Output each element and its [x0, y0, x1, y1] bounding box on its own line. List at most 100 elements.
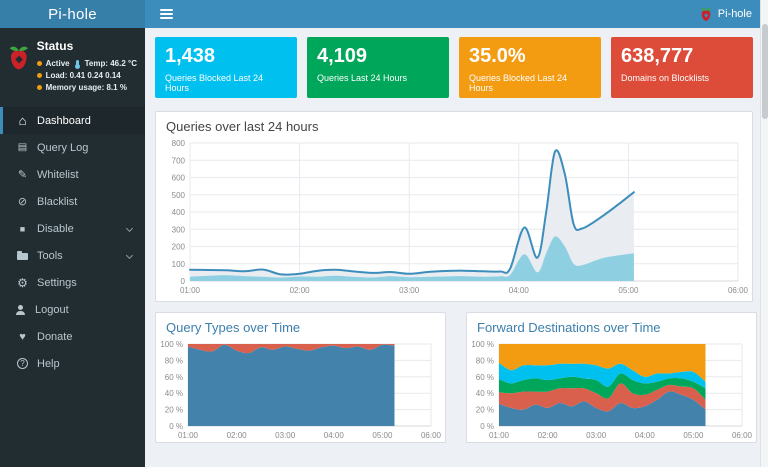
card-queries-blocked: 1,438 Queries Blocked Last 24 Hours [155, 37, 297, 98]
svg-text:03:00: 03:00 [399, 286, 420, 295]
svg-text:600: 600 [172, 174, 186, 183]
svg-text:100 %: 100 % [471, 340, 494, 349]
svg-text:700: 700 [172, 156, 186, 165]
card-label: Domains on Blocklists [621, 73, 710, 83]
card-label: Queries Blocked Last 24 Hours [165, 73, 264, 93]
sidebar-item-label: Disable [37, 222, 74, 235]
status-memory-value: Memory usage: 8.1 % [45, 83, 127, 92]
query-types-chart[interactable]: 01:00 02:00 03:00 04:00 05:00 06:00 0 % 20 % 40 … [156, 338, 445, 442]
svg-text:60 %: 60 % [476, 373, 494, 382]
svg-text:0 %: 0 % [169, 422, 183, 431]
svg-text:400: 400 [172, 208, 186, 217]
sidebar-item-label: Whitelist [37, 168, 79, 181]
svg-text:20 %: 20 % [476, 406, 494, 415]
status-load-line: Load: 0.41 0.24 0.14 [36, 71, 137, 80]
ban-icon [15, 195, 30, 208]
sidebar-menu: Dashboard Query Log Whitelist Blacklist … [0, 107, 145, 377]
svg-text:05:00: 05:00 [372, 431, 393, 440]
status-dot-icon [36, 61, 42, 66]
status-dot-icon [36, 73, 42, 78]
svg-text:04:00: 04:00 [635, 431, 656, 440]
card-label: Queries Blocked Last 24 Hours [469, 73, 568, 93]
chevron-down-icon [125, 224, 134, 233]
navbar: Pi-hole [145, 0, 768, 28]
scrollbar-thumb[interactable] [762, 24, 768, 119]
sidebar-item-tools[interactable]: Tools [0, 242, 145, 269]
sidebar-item-blacklist[interactable]: Blacklist [0, 188, 145, 215]
sidebar-item-disable[interactable]: Disable [0, 215, 145, 242]
query-types-box: Query Types over Time 01:00 02:00 03:00 04:… [155, 312, 446, 443]
svg-text:03:00: 03:00 [586, 431, 607, 440]
svg-text:500: 500 [172, 191, 186, 200]
scrollbar-track[interactable] [760, 0, 768, 467]
svg-text:06:00: 06:00 [728, 286, 749, 295]
svg-text:200: 200 [172, 243, 186, 252]
svg-text:03:00: 03:00 [275, 431, 296, 440]
svg-text:80 %: 80 % [476, 356, 494, 365]
file-icon [15, 142, 30, 153]
svg-text:20 %: 20 % [165, 406, 183, 415]
question-circle-icon [17, 358, 28, 369]
forward-destinations-chart[interactable]: 01:00 02:00 03:00 04:00 05:00 06:00 0 % 20 % 40 … [467, 338, 756, 442]
svg-text:02:00: 02:00 [290, 286, 311, 295]
sidebar-toggle-button[interactable] [145, 0, 188, 28]
status-panel: Status Active Temp: 46.2 °C Load: 0.41 0… [0, 28, 145, 101]
status-memory-line: Memory usage: 8.1 % [36, 83, 137, 92]
folder-icon [17, 251, 28, 260]
svg-text:100 %: 100 % [160, 340, 183, 349]
svg-text:06:00: 06:00 [421, 431, 442, 440]
sidebar-item-whitelist[interactable]: Whitelist [0, 161, 145, 188]
svg-text:80 %: 80 % [165, 356, 183, 365]
top-navbar: Pi-hole Pi-hole [0, 0, 768, 28]
user-icon [15, 304, 27, 315]
svg-text:300: 300 [172, 225, 186, 234]
card-value: 4,109 [317, 45, 368, 67]
forward-destinations-box: Forward Destinations over Time 01:00 02:0… [466, 312, 757, 443]
svg-text:01:00: 01:00 [178, 431, 199, 440]
sidebar-item-label: Tools [37, 249, 63, 262]
svg-text:02:00: 02:00 [538, 431, 559, 440]
user-menu-label: Pi-hole [717, 8, 752, 20]
sidebar-item-label: Donate [37, 330, 73, 343]
card-value: 638,777 [621, 45, 694, 67]
card-queries-total: 4,109 Queries Last 24 Hours [307, 37, 449, 98]
chevron-down-icon [125, 251, 134, 260]
box-title: Queries over last 24 hours [166, 119, 319, 134]
svg-text:06:00: 06:00 [732, 431, 753, 440]
thermometer-icon [74, 60, 80, 69]
sidebar-item-logout[interactable]: Logout [0, 296, 145, 323]
box-title: Forward Destinations over Time [477, 320, 661, 335]
home-icon [15, 113, 30, 128]
raspberry-icon [700, 7, 711, 21]
sidebar-item-label: Blacklist [37, 195, 78, 208]
sidebar-item-dashboard[interactable]: Dashboard [0, 107, 145, 134]
brand-logo[interactable]: Pi-hole [0, 0, 145, 28]
card-domains-blocklist: 638,777 Domains on Blocklists [611, 37, 753, 98]
status-active-line: Active Temp: 46.2 °C [36, 59, 137, 69]
svg-text:04:00: 04:00 [509, 286, 530, 295]
card-value: 35.0% [469, 45, 526, 67]
status-temp-value: Temp: 46.2 °C [84, 59, 137, 68]
card-value: 1,438 [165, 45, 216, 67]
sidebar-item-settings[interactable]: Settings [0, 269, 145, 296]
heart-icon [15, 331, 30, 343]
main-content: 1,438 Queries Blocked Last 24 Hours 4,10… [145, 28, 760, 467]
sidebar-item-help[interactable]: Help [0, 350, 145, 377]
status-dot-icon [36, 85, 42, 90]
pencil-icon [15, 168, 30, 181]
card-percent-blocked: 35.0% Queries Blocked Last 24 Hours [459, 37, 601, 98]
box-title: Query Types over Time [166, 320, 301, 335]
sidebar-item-query-log[interactable]: Query Log [0, 134, 145, 161]
svg-text:800: 800 [172, 139, 186, 148]
svg-text:60 %: 60 % [165, 373, 183, 382]
svg-text:05:00: 05:00 [618, 286, 639, 295]
sidebar-item-donate[interactable]: Donate [0, 323, 145, 350]
sidebar-item-label: Dashboard [37, 114, 91, 127]
queries-over-time-chart[interactable]: 01:00 02:00 03:00 04:00 05:00 06:00 0 100 200 300… [156, 137, 752, 301]
user-menu[interactable]: Pi-hole [700, 7, 768, 22]
status-load-value: Load: 0.41 0.24 0.14 [45, 71, 121, 80]
status-title: Status [36, 39, 74, 53]
sidebar-item-label: Query Log [37, 141, 89, 154]
queries-over-time-box: Queries over last 24 hours 01:00 02:00 03:… [155, 111, 753, 302]
